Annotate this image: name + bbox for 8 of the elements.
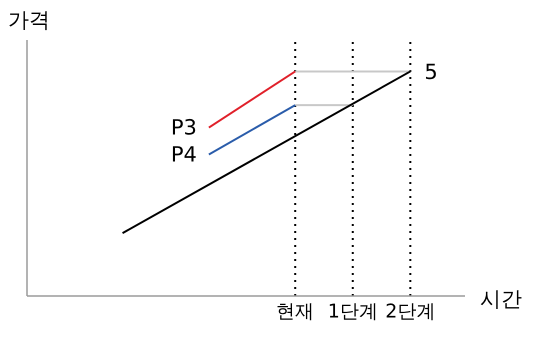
annotation: 5 — [424, 60, 438, 84]
series-label: P3 — [170, 116, 197, 140]
y-axis-title: 가격 — [8, 7, 50, 34]
x-tick-label: 2단계 — [385, 300, 436, 322]
x-tick-label: 1단계 — [328, 300, 378, 322]
series-label: P4 — [170, 142, 197, 167]
x-tick-label: 현재 — [276, 300, 314, 322]
x-axis-title: 시간 — [480, 286, 522, 313]
